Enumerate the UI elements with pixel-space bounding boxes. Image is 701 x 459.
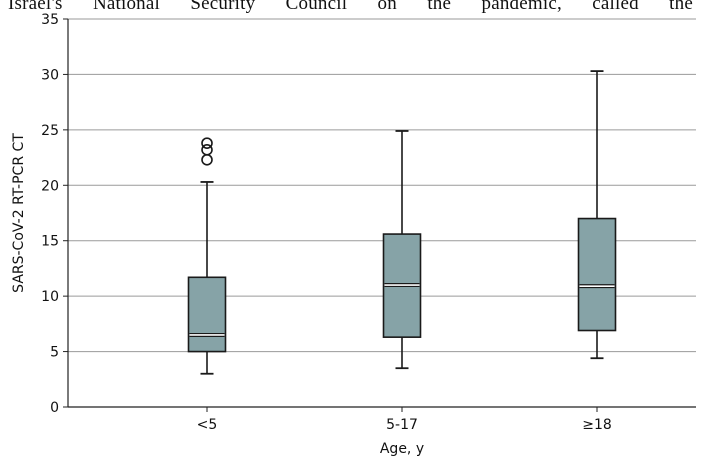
y-axis-title: SARS-CoV-2 RT-PCR CT: [11, 133, 27, 293]
x-tick-label-2: ≥18: [582, 417, 612, 433]
x-tick-labels: <5 5-17 ≥18: [197, 407, 612, 433]
y-tick-label-25: 25: [41, 123, 59, 139]
y-tick-label-10: 10: [41, 289, 59, 305]
box-iqr-0: [187, 276, 227, 353]
outlier-0-2: [201, 137, 213, 149]
x-axis-title: Age, y: [380, 441, 424, 457]
y-tick-label-30: 30: [41, 67, 59, 83]
box-group-2: [577, 70, 617, 360]
outlier-0-0: [201, 153, 213, 166]
axes: [67, 19, 696, 408]
x-tick-label-0: <5: [197, 417, 218, 433]
background-paragraph-text: Israel's National Security Council on th…: [8, 0, 693, 13]
y-tick-label-15: 15: [41, 234, 59, 250]
box-group-1: [382, 130, 422, 370]
box-iqr-2: [577, 217, 617, 332]
y-tick-label-0: 0: [50, 400, 59, 416]
y-tick-label-5: 5: [50, 345, 59, 361]
box-group-0: [187, 137, 227, 375]
y-tick-labels: 0 5 10 15 20 25 30 35: [41, 12, 68, 416]
boxes: [187, 70, 617, 375]
y-tick-label-20: 20: [41, 178, 59, 194]
x-tick-label-1: 5-17: [386, 417, 418, 433]
y-tick-label-35: 35: [41, 12, 59, 28]
outlier-0-1: [201, 144, 213, 156]
